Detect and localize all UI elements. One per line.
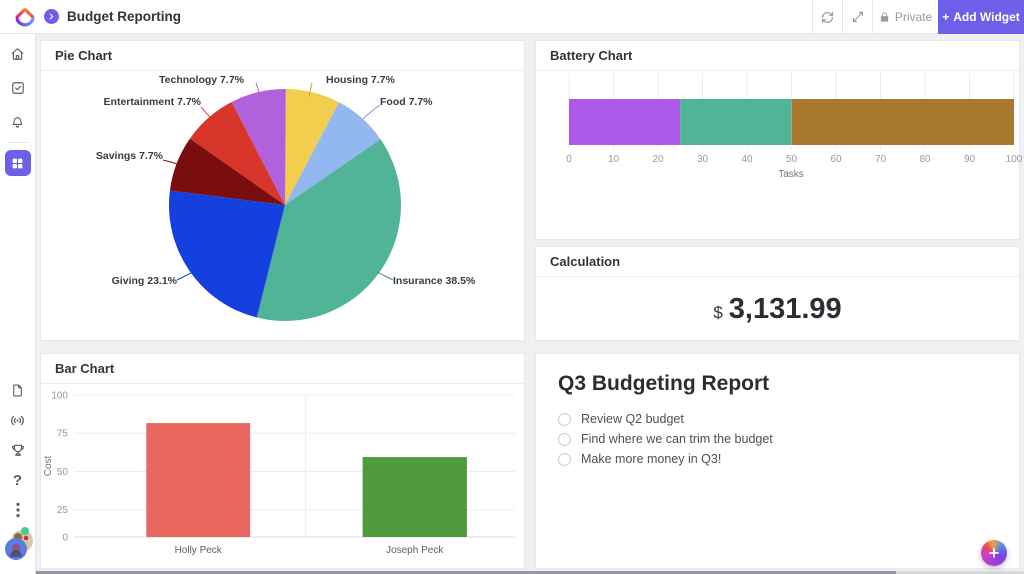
svg-text:25: 25	[57, 505, 69, 516]
svg-text:10: 10	[608, 154, 620, 165]
svg-text:Insurance 38.5%: Insurance 38.5%	[393, 275, 476, 287]
svg-text:Savings 7.7%: Savings 7.7%	[96, 150, 164, 162]
svg-text:80: 80	[919, 154, 931, 165]
svg-text:20: 20	[652, 154, 664, 165]
svg-text:Tasks: Tasks	[778, 169, 804, 180]
svg-text:Holly Peck: Holly Peck	[175, 545, 223, 556]
svg-text:30: 30	[697, 154, 709, 165]
svg-text:90: 90	[964, 154, 976, 165]
svg-text:100: 100	[51, 391, 68, 402]
svg-text:0: 0	[62, 533, 68, 544]
svg-text:Entertainment 7.7%: Entertainment 7.7%	[104, 96, 202, 108]
svg-text:50: 50	[786, 154, 798, 165]
svg-text:0: 0	[566, 154, 572, 165]
svg-text:Housing 7.7%: Housing 7.7%	[326, 74, 396, 86]
svg-text:Joseph Peck: Joseph Peck	[386, 545, 444, 556]
svg-text:100: 100	[1006, 154, 1023, 165]
svg-text:Technology 7.7%: Technology 7.7%	[159, 74, 245, 86]
svg-text:Giving 23.1%: Giving 23.1%	[112, 275, 178, 287]
svg-text:Food 7.7%: Food 7.7%	[380, 96, 433, 108]
svg-text:70: 70	[875, 154, 887, 165]
svg-text:50: 50	[57, 467, 69, 478]
svg-text:Cost: Cost	[43, 455, 54, 476]
svg-text:60: 60	[830, 154, 842, 165]
svg-text:75: 75	[57, 429, 69, 440]
svg-text:40: 40	[741, 154, 753, 165]
